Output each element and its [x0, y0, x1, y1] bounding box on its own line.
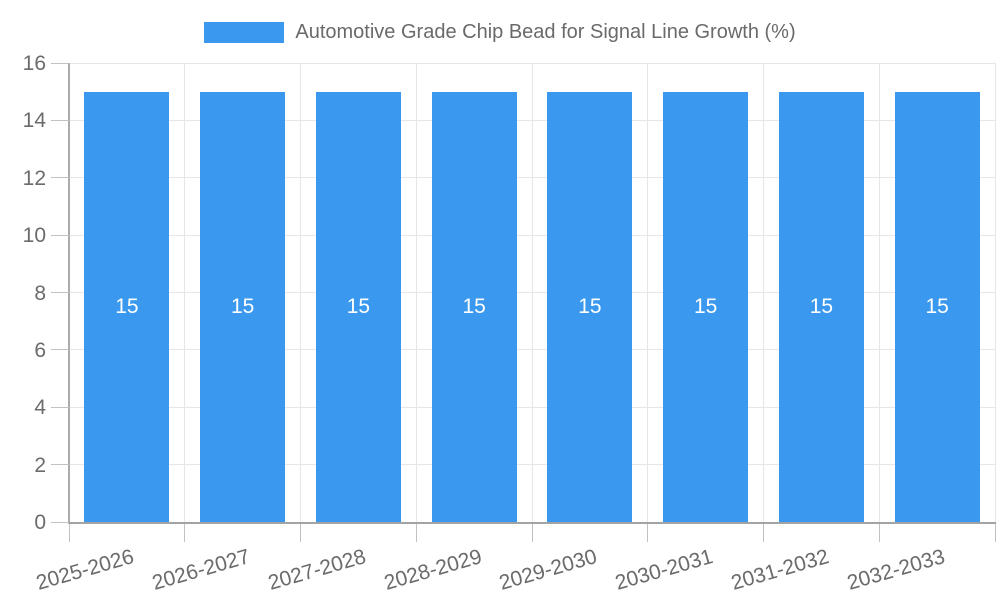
bar[interactable]: [894, 91, 980, 522]
x-grid-line: [763, 63, 764, 522]
x-grid-line: [415, 63, 417, 522]
y-tick: [51, 349, 69, 351]
y-axis-label: 16: [22, 52, 46, 75]
y-axis-label: 12: [22, 166, 46, 190]
y-tick: [51, 177, 69, 179]
x-axis-label: 2030-2031: [612, 545, 716, 595]
y-axis-label: 4: [34, 396, 46, 420]
y-tick: [51, 464, 69, 466]
x-tick: [994, 524, 996, 542]
bar[interactable]: [547, 91, 633, 522]
y-axis-line: [68, 63, 70, 523]
y-tick: [51, 521, 69, 523]
x-grid-line: [300, 63, 301, 522]
y-tick: [51, 292, 69, 293]
x-tick: [647, 524, 649, 542]
y-axis-label: 2: [34, 453, 46, 477]
y-tick: [51, 406, 69, 408]
y-axis-label: 10: [22, 224, 46, 248]
bar[interactable]: [778, 91, 864, 522]
x-grid-line: [647, 63, 649, 522]
x-grid-line: [878, 63, 880, 522]
x-axis-line: [68, 522, 996, 524]
bar[interactable]: [315, 91, 401, 522]
bar[interactable]: [663, 91, 749, 522]
x-tick: [68, 524, 70, 542]
y-tick: [51, 62, 69, 64]
x-axis-label: 2025-2026: [34, 545, 137, 595]
x-axis-label: 2027-2028: [265, 545, 369, 595]
y-tick: [51, 234, 69, 236]
y-axis-label: 6: [34, 338, 46, 362]
bar[interactable]: [200, 91, 286, 522]
y-axis-label: 8: [34, 281, 46, 305]
y-axis-label: 0: [34, 511, 46, 534]
x-tick: [763, 524, 764, 542]
legend-swatch: [204, 22, 285, 43]
x-axis-label: 2032-2033: [844, 545, 948, 595]
x-tick: [415, 524, 417, 542]
x-grid-line: [184, 63, 186, 522]
x-tick: [531, 524, 533, 542]
x-axis-label: 2029-2030: [497, 545, 600, 595]
x-axis-label: 2028-2029: [381, 545, 485, 595]
bar[interactable]: [431, 91, 517, 522]
x-tick: [878, 524, 880, 542]
legend-label: Automotive Grade Chip Bead for Signal Li…: [295, 21, 796, 43]
bar[interactable]: [84, 91, 170, 522]
x-tick: [300, 524, 301, 542]
x-axis-label: 2031-2032: [728, 545, 832, 595]
y-tick: [51, 119, 69, 121]
y-axis-label: 14: [22, 109, 46, 133]
x-axis-label: 2026-2027: [149, 545, 253, 595]
x-grid-line: [994, 63, 996, 522]
x-tick: [184, 524, 186, 542]
x-grid-line: [531, 63, 533, 522]
chart-legend[interactable]: Automotive Grade Chip Bead for Signal Li…: [0, 21, 1000, 44]
